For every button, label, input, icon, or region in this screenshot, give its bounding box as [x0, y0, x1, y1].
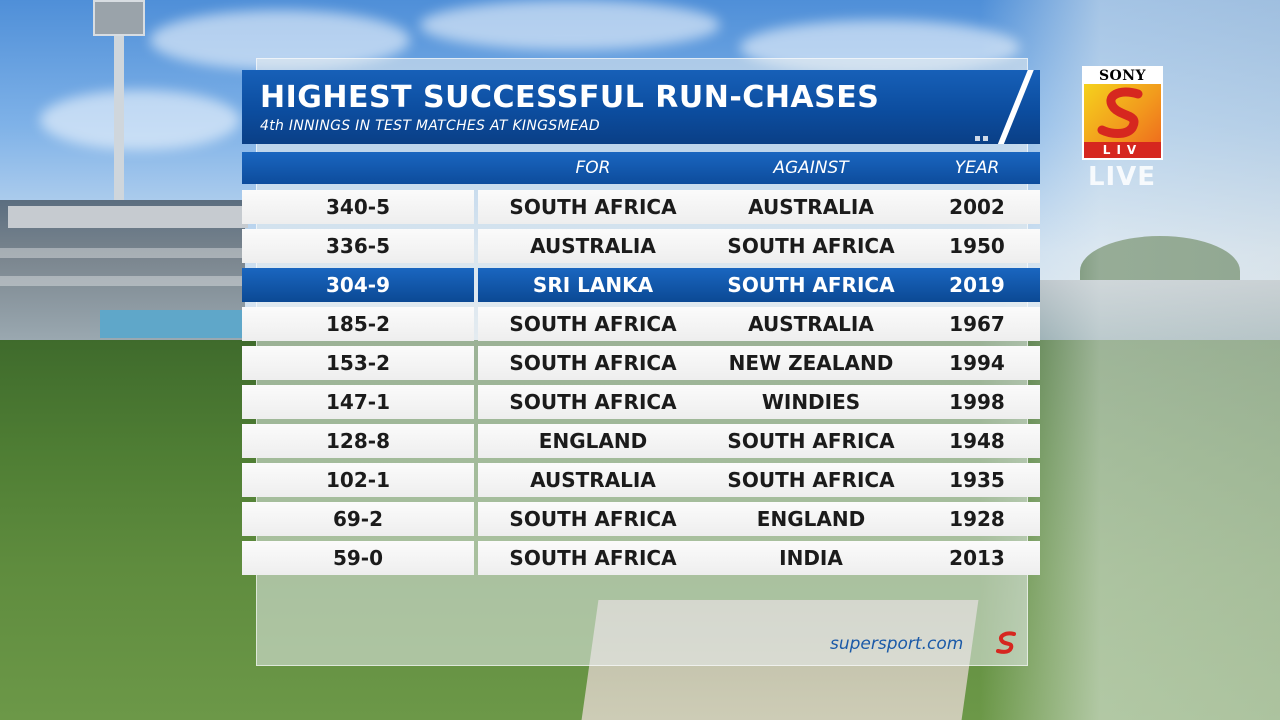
table-row: 336-5 AUSTRALIA SOUTH AFRICA 1950 — [242, 229, 1040, 263]
score-cell: 59-0 — [242, 541, 474, 575]
against-team-cell: NEW ZEALAND — [708, 346, 914, 380]
table-row: 59-0 SOUTH AFRICA INDIA 2013 — [242, 541, 1040, 575]
score-cell: 128-8 — [242, 424, 474, 458]
title-slash-decoration — [993, 70, 1037, 144]
sony-liv-logo-icon: SONY LIV — [1082, 66, 1163, 160]
score-cell: 185-2 — [242, 307, 474, 341]
table-row: 102-1 AUSTRALIA SOUTH AFRICA 1935 — [242, 463, 1040, 497]
against-team-cell: SOUTH AFRICA — [708, 268, 914, 302]
year-cell: 1950 — [914, 229, 1040, 263]
live-status-label: LIVE — [1087, 162, 1157, 192]
score-cell: 153-2 — [242, 346, 474, 380]
cloud — [40, 90, 240, 150]
year-cell: 1994 — [914, 346, 1040, 380]
header-year: YEAR — [954, 158, 1000, 178]
stand-tier — [0, 276, 245, 286]
for-team-cell: AUSTRALIA — [478, 229, 708, 263]
for-team-cell: SOUTH AFRICA — [478, 307, 708, 341]
table-row: 128-8 ENGLAND SOUTH AFRICA 1948 — [242, 424, 1040, 458]
year-cell: 2019 — [914, 268, 1040, 302]
against-team-cell: ENGLAND — [708, 502, 914, 536]
against-team-cell: INDIA — [708, 541, 914, 575]
stadium-stand-left — [0, 200, 248, 340]
score-cell: 304-9 — [242, 268, 474, 302]
supersport-s-logo-icon — [996, 631, 1016, 654]
floodlight-pole — [114, 20, 124, 205]
cloud — [420, 0, 720, 50]
header-score — [242, 152, 474, 184]
score-cell: 336-5 — [242, 229, 474, 263]
against-team-cell: SOUTH AFRICA — [708, 229, 914, 263]
floodlight — [93, 0, 145, 36]
for-team-cell: AUSTRALIA — [478, 463, 708, 497]
score-cell: 147-1 — [242, 385, 474, 419]
for-team-cell: SOUTH AFRICA — [478, 385, 708, 419]
for-team-cell: ENGLAND — [478, 424, 708, 458]
title-dot-decoration — [975, 136, 980, 141]
table-row-highlighted: 304-9 SRI LANKA SOUTH AFRICA 2019 — [242, 268, 1040, 302]
sony-logo-text: SONY — [1084, 68, 1161, 84]
for-team-cell: SOUTH AFRICA — [478, 190, 708, 224]
header-for: FOR — [575, 158, 611, 178]
graphic-title-bar: HIGHEST SUCCESSFUL RUN-CHASES 4th INNING… — [242, 70, 1040, 144]
table-row: 153-2 SOUTH AFRICA NEW ZEALAND 1994 — [242, 346, 1040, 380]
liv-logo-text: LIV — [1084, 142, 1161, 158]
graphic-subtitle: 4th INNINGS IN TEST MATCHES AT KINGSMEAD — [260, 118, 600, 134]
for-team-cell: SOUTH AFRICA — [478, 541, 708, 575]
score-cell: 102-1 — [242, 463, 474, 497]
for-team-cell: SRI LANKA — [478, 268, 708, 302]
table-row: 69-2 SOUTH AFRICA ENGLAND 1928 — [242, 502, 1040, 536]
against-team-cell: SOUTH AFRICA — [708, 463, 914, 497]
stand-tier — [0, 248, 245, 258]
title-dot-decoration — [983, 136, 988, 141]
score-cell: 340-5 — [242, 190, 474, 224]
score-cell: 69-2 — [242, 502, 474, 536]
sony-logo-emblem — [1084, 84, 1161, 142]
for-team-cell: SOUTH AFRICA — [478, 502, 708, 536]
for-team-cell: SOUTH AFRICA — [478, 346, 708, 380]
supersport-brand-text: supersport.com — [830, 634, 964, 654]
against-team-cell: SOUTH AFRICA — [708, 424, 914, 458]
year-cell: 2002 — [914, 190, 1040, 224]
year-cell: 1948 — [914, 424, 1040, 458]
sony-s-emblem-icon — [1097, 87, 1143, 138]
stand-seats — [100, 310, 245, 338]
against-team-cell: AUSTRALIA — [708, 190, 914, 224]
table-row: 147-1 SOUTH AFRICA WINDIES 1998 — [242, 385, 1040, 419]
stand-roof — [8, 206, 248, 228]
graphic-title: HIGHEST SUCCESSFUL RUN-CHASES — [260, 80, 880, 115]
against-team-cell: AUSTRALIA — [708, 307, 914, 341]
against-team-cell: WINDIES — [708, 385, 914, 419]
year-cell: 1998 — [914, 385, 1040, 419]
header-against: AGAINST — [773, 158, 849, 178]
table-row: 185-2 SOUTH AFRICA AUSTRALIA 1967 — [242, 307, 1040, 341]
year-cell: 2013 — [914, 541, 1040, 575]
year-cell: 1967 — [914, 307, 1040, 341]
year-cell: 1935 — [914, 463, 1040, 497]
table-header: FOR AGAINST YEAR — [242, 152, 1040, 184]
table-row: 340-5 SOUTH AFRICA AUSTRALIA 2002 — [242, 190, 1040, 224]
year-cell: 1928 — [914, 502, 1040, 536]
